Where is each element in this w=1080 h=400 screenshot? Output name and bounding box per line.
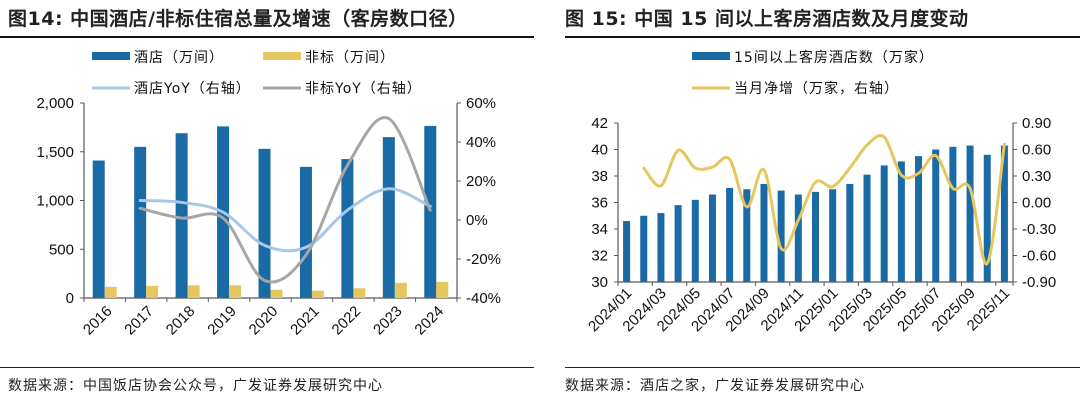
left-y-tick-label: 2,000 (36, 95, 74, 112)
right-y-tick-label: 20% (466, 173, 496, 190)
left-y-tick-label: 42 (591, 115, 608, 132)
bar (777, 190, 785, 282)
left-y-tick-label: 36 (591, 195, 608, 212)
legend-label: 非标（万间） (305, 50, 395, 66)
bar-hotel (341, 159, 354, 298)
bar (657, 213, 665, 282)
right-y-tick-label: -0.90 (1022, 274, 1056, 291)
left-y-tick-label: 40 (591, 142, 608, 159)
bar-nonstandard (436, 281, 449, 298)
bar (708, 194, 716, 282)
figure-14-source: 数据来源：中国饭店协会公众号，广发证券发展研究中心 (8, 378, 383, 394)
x-tick-label: 2021 (287, 303, 323, 339)
bar (932, 149, 940, 282)
source-divider (0, 367, 534, 368)
legend-label: 酒店YoY（右轴） (134, 81, 251, 97)
bar-nonstandard (104, 286, 117, 298)
bar-nonstandard (187, 285, 200, 298)
right-y-tick-label: -0.30 (1022, 221, 1056, 238)
right-y-tick-label: -20% (466, 251, 501, 268)
bar-nonstandard (394, 282, 407, 298)
legend-swatch-1 (92, 52, 130, 60)
title-divider (0, 36, 534, 38)
source-divider (565, 367, 1080, 368)
bar (880, 165, 888, 282)
figure-14-panel: 图14: 中国酒店/非标住宿总量及增速（客房数口径） 酒店（万间） 非标（万间）酒… (0, 8, 534, 394)
figure-14-title: 图14: 中国酒店/非标住宿总量及增速（客房数口径） (8, 8, 468, 30)
x-tick-label: 2018 (163, 303, 199, 339)
bar (640, 215, 648, 282)
bar (674, 205, 682, 282)
bar (829, 189, 837, 282)
bar (863, 174, 871, 282)
legend-label: 当月净增（万家，右轴） (734, 80, 899, 97)
right-y-tick-label: 0.60 (1022, 142, 1051, 159)
bar (743, 189, 751, 282)
x-tick-label: 2016 (80, 303, 116, 339)
right-y-tick-label: 0.90 (1022, 115, 1051, 132)
bar (966, 145, 974, 282)
right-y-tick-label: 0.30 (1022, 168, 1051, 185)
left-y-tick-label: 500 (49, 241, 74, 258)
title-divider (565, 36, 1080, 38)
x-tick-label: 2019 (204, 303, 240, 339)
legend-swatch-2 (263, 52, 301, 60)
bar (812, 191, 819, 282)
bar-hotel (175, 133, 188, 298)
figure-15-title: 图 15: 中国 15 间以上客房酒店数及月度变动 (565, 8, 969, 30)
bar (897, 161, 905, 282)
right-y-tick-label: 40% (466, 134, 496, 151)
bar (915, 156, 923, 282)
bar (846, 183, 854, 282)
bar (794, 194, 802, 282)
bar-hotel (382, 137, 395, 298)
legend-label: 非标YoY（右轴） (305, 81, 422, 97)
bar (760, 183, 768, 282)
right-y-tick-label: -40% (466, 290, 501, 307)
right-y-tick-label: 0.00 (1022, 195, 1051, 212)
x-tick-label: 2024 (411, 303, 447, 339)
x-tick-label: 2017 (121, 303, 157, 339)
legend-swatch-1 (692, 52, 730, 60)
bar-hotel (299, 166, 312, 298)
left-y-tick-label: 1,500 (36, 144, 74, 161)
left-y-tick-label: 38 (591, 168, 608, 185)
legend-label: 15间以上客房酒店数（万家） (734, 49, 934, 66)
bar-nonstandard (353, 288, 366, 298)
bar-nonstandard (229, 285, 242, 298)
bar (726, 187, 734, 282)
bar-hotel (258, 148, 271, 298)
left-y-tick-label: 0 (66, 290, 74, 307)
left-y-tick-label: 32 (591, 248, 608, 265)
line-series-1 (138, 187, 432, 253)
bar-nonstandard (146, 285, 159, 298)
right-y-tick-label: -0.60 (1022, 248, 1056, 265)
bar-hotel (92, 160, 105, 298)
left-y-tick-label: 30 (591, 274, 608, 291)
bar-hotel (424, 125, 437, 298)
bar-hotel (134, 146, 147, 298)
x-tick-label: 2023 (370, 303, 406, 339)
bar (691, 199, 699, 282)
left-y-tick-label: 1,000 (36, 193, 74, 210)
x-tick-label: 2022 (329, 303, 365, 339)
x-tick-label: 2020 (246, 303, 282, 339)
legend-label: 酒店（万间） (134, 50, 224, 66)
bar (949, 146, 957, 282)
bar-nonstandard (270, 289, 283, 298)
bar (1000, 145, 1008, 282)
right-y-tick-label: 0% (466, 212, 488, 229)
left-y-tick-label: 34 (591, 221, 608, 238)
bar (623, 221, 631, 282)
figure-15-source: 数据来源：酒店之家，广发证券发展研究中心 (565, 378, 865, 394)
right-y-tick-label: 60% (466, 95, 496, 112)
bar-nonstandard (311, 290, 324, 298)
hotel-count-chart: 15间以上客房酒店数（万家） 当月净增（万家，右轴） 30 32 34 36 38 40 42 -… (585, 49, 1056, 335)
bar (983, 154, 991, 282)
hotel-rooms-chart: 酒店（万间） 非标（万间） 酒店YoY（右轴） 非标YoY（右轴） 0 500 1,000 1… (36, 50, 501, 339)
figure-15-panel: 图 15: 中国 15 间以上客房酒店数及月度变动 15间以上客房酒店数（万家）… (555, 0, 1080, 400)
